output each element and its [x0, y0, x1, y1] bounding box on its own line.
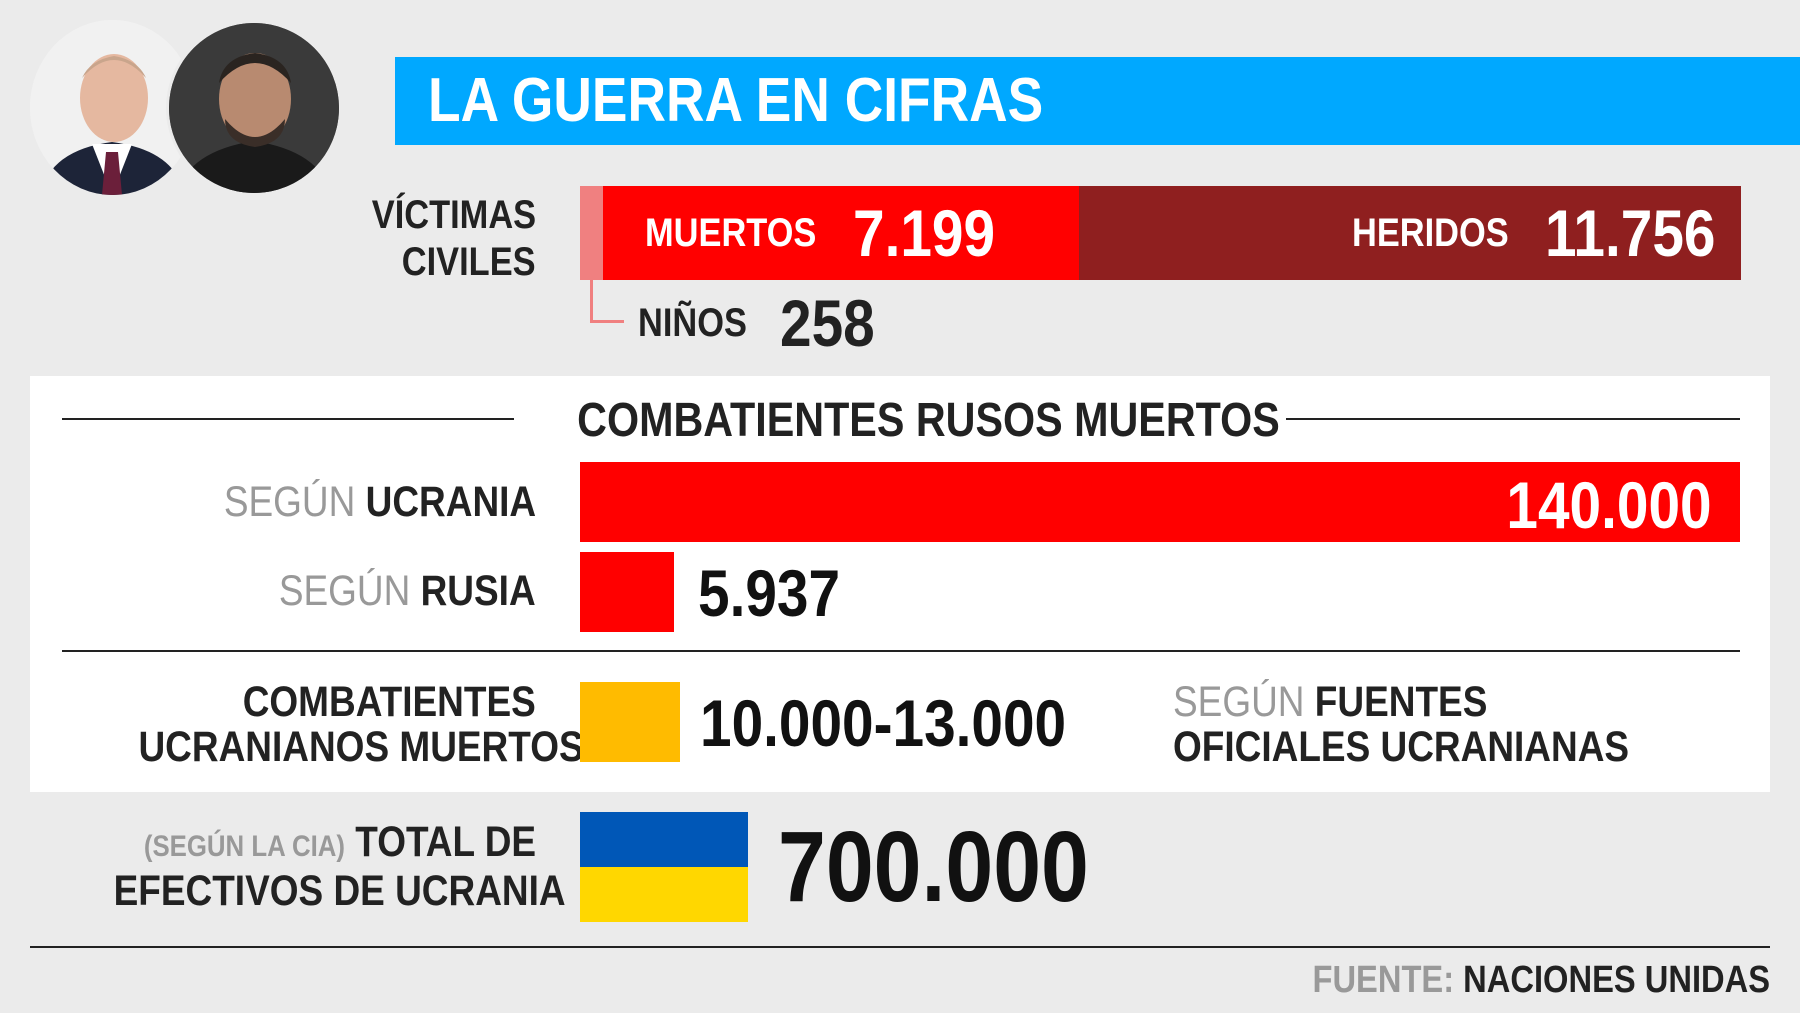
- ukrainian-dead-value: 10.000-13.000: [700, 686, 1067, 760]
- bar-segment-ninos: [580, 186, 603, 280]
- ukraine-troops-label: (SEGÚN LA CIA) TOTAL DE EFECTIVOS DE UCR…: [113, 818, 566, 915]
- ukrainian-dead-swatch: [580, 682, 680, 762]
- footer-divider: [30, 946, 1770, 948]
- ukraine-flag-icon: [580, 812, 748, 922]
- russian-dead-title: COMBATIENTES RUSOS MUERTOS: [577, 394, 1280, 447]
- ukraine-claim-value: 140.000: [1506, 468, 1712, 542]
- divider: [62, 650, 1740, 652]
- heridos-label: HERIDOS: [1352, 211, 1509, 255]
- ukraine-troops-value: 700.000: [778, 811, 1089, 923]
- ninos-connector: [590, 280, 624, 323]
- divider: [1286, 418, 1740, 420]
- zelensky-portrait: [166, 20, 342, 196]
- according-russia-label: SEGÚN RUSIA: [279, 567, 536, 615]
- combatants-panel: [30, 376, 1770, 792]
- ukrainian-dead-label: COMBATIENTES UCRANIANOS MUERTOS: [138, 678, 584, 771]
- ukrainian-dead-source: SEGÚN FUENTES OFICIALES UCRANIANAS: [1173, 678, 1630, 771]
- ninos-label: NIÑOS: [638, 301, 747, 345]
- bar-ukraine-claim: [580, 462, 1740, 542]
- page-title: LA GUERRA EN CIFRAS: [428, 66, 1044, 135]
- ninos-value: 258: [780, 286, 875, 360]
- divider: [62, 418, 514, 420]
- civil-victims-label: VÍCTIMAS CIVILES: [371, 193, 536, 284]
- russia-claim-value: 5.937: [698, 556, 841, 630]
- bar-russia-claim: [580, 552, 674, 632]
- bar-segment-heridos: [1079, 186, 1741, 280]
- title-bar: [395, 57, 1800, 145]
- muertos-label: MUERTOS: [645, 211, 817, 255]
- heridos-value: 11.756: [1545, 196, 1716, 270]
- source-credit: FUENTE: NACIONES UNIDAS: [1312, 959, 1770, 1001]
- muertos-value: 7.199: [853, 196, 996, 270]
- bar-segment-muertos: [603, 186, 1079, 280]
- according-ukraine-label: SEGÚN UCRANIA: [223, 478, 536, 526]
